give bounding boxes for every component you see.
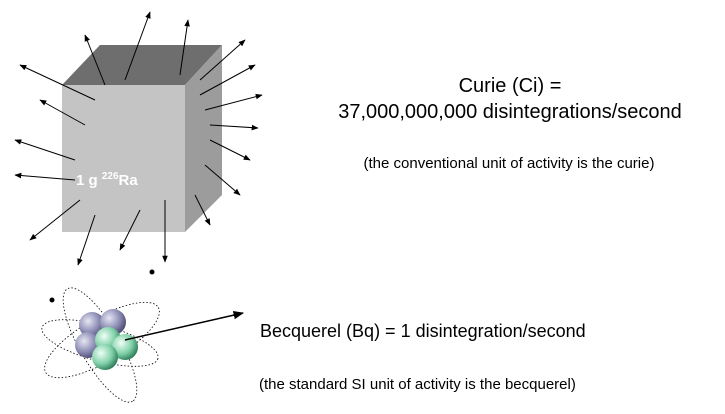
curie-title: Curie (Ci) = [459,75,562,97]
cube-side [185,45,222,232]
curie-note: (the conventional unit of activity is th… [364,155,655,172]
radiation-arrows [14,11,263,266]
becquerel-note: (the standard SI unit of activity is the… [259,376,576,393]
cube-label: 1 g 226Ra [76,171,138,189]
atom [41,269,245,403]
cube-front [62,85,185,232]
cube-top [62,45,222,85]
becquerel-definition: Becquerel (Bq) = 1 disintegration/second [260,321,586,341]
curie-definition: 37,000,000,000 disintegrations/second [338,101,682,123]
cube [62,45,222,232]
